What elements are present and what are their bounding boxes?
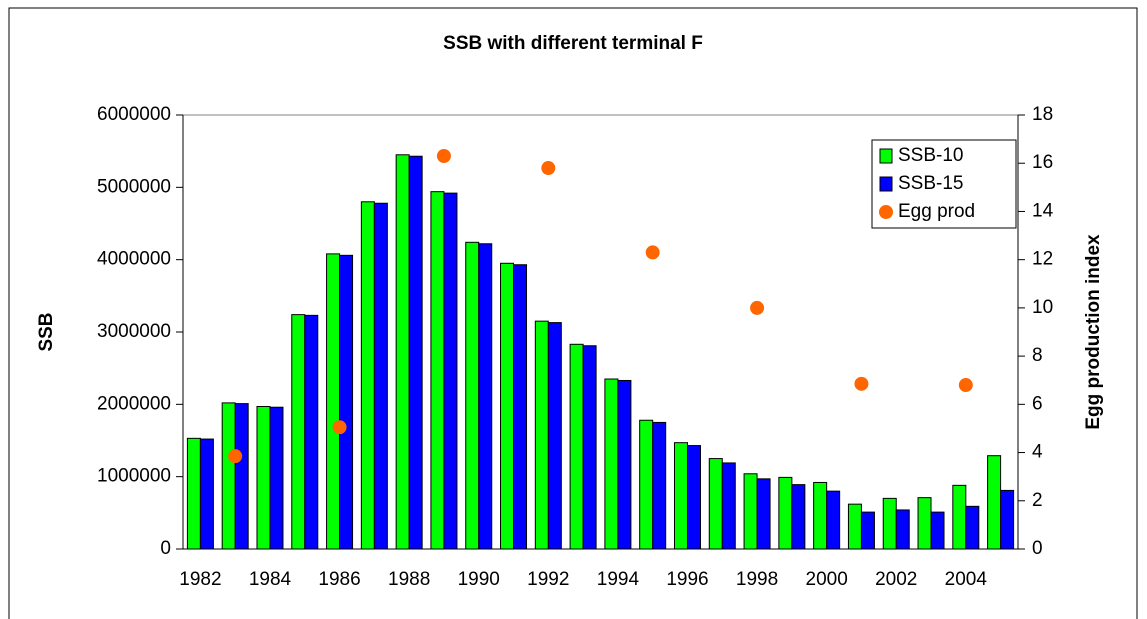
legend-marker [879, 205, 893, 219]
y2-tick-label: 12 [1032, 249, 1053, 270]
bar [756, 478, 771, 550]
y2-tick-label: 16 [1032, 152, 1053, 173]
y2-tick-label: 8 [1032, 345, 1043, 366]
chart-frame [8, 7, 1138, 619]
bar [395, 154, 410, 550]
y2-tick-label: 0 [1032, 538, 1043, 559]
legend [871, 139, 1017, 229]
y-tick-label: 0 [160, 538, 171, 559]
egg-point [854, 376, 869, 391]
bar [1000, 489, 1015, 550]
legend-label: SSB-15 [898, 173, 963, 194]
y2-tick-label: 6 [1032, 393, 1043, 414]
bar [743, 473, 758, 550]
bar [639, 419, 654, 550]
bar [965, 505, 980, 550]
bar [360, 201, 375, 550]
x-tick-label: 1996 [666, 569, 708, 590]
bar [500, 262, 515, 550]
x-tick-label: 2000 [806, 569, 848, 590]
y-tick-label: 1000000 [97, 466, 171, 487]
egg-point [958, 378, 973, 393]
bar [186, 437, 201, 550]
egg-point [228, 449, 243, 464]
bar [686, 445, 701, 550]
bar [826, 490, 841, 550]
legend-label: Egg prod [898, 201, 975, 222]
y-tick-label: 6000000 [97, 104, 171, 125]
y2-tick-label: 4 [1032, 442, 1043, 463]
y-tick-label: 2000000 [97, 393, 171, 414]
bar [547, 322, 562, 550]
y2-tick-label: 14 [1032, 200, 1054, 221]
bar [234, 403, 249, 550]
bar [291, 314, 306, 550]
bar [917, 497, 932, 550]
bar [465, 241, 480, 550]
bar [373, 202, 388, 550]
x-tick-label: 2002 [875, 569, 917, 590]
y2-tick-label: 2 [1032, 490, 1043, 511]
y-axis-label: SSB [36, 312, 57, 351]
x-tick-label: 2004 [945, 569, 988, 590]
bar [813, 481, 828, 550]
egg-point [750, 300, 765, 315]
bar [952, 484, 967, 550]
x-tick-label: 1988 [388, 569, 430, 590]
x-tick-label: 1984 [249, 569, 292, 590]
bar [408, 155, 423, 550]
bar [569, 343, 584, 550]
bar [673, 442, 688, 550]
egg-point [541, 161, 556, 176]
legend-marker [879, 148, 893, 164]
egg-point [436, 148, 451, 163]
bar [930, 511, 945, 550]
y2-tick-label: 10 [1032, 297, 1053, 318]
bar [847, 503, 862, 550]
bar [652, 421, 667, 550]
y-tick-label: 4000000 [97, 249, 171, 270]
bar [443, 192, 458, 550]
chart-title: SSB with different terminal F [443, 33, 703, 54]
y2-axis-label: Egg production index [1083, 234, 1104, 430]
bar [269, 406, 284, 550]
bar [339, 254, 354, 550]
y-tick-label: 3000000 [97, 321, 171, 342]
bar [478, 243, 493, 550]
bar [304, 314, 319, 550]
bar [778, 476, 793, 550]
x-tick-label: 1982 [179, 569, 221, 590]
bar [430, 191, 445, 550]
bar [895, 509, 910, 550]
bar [791, 484, 806, 550]
bar [534, 320, 549, 550]
x-tick-label: 1994 [597, 569, 640, 590]
bar [721, 462, 736, 550]
y2-tick-label: 18 [1032, 104, 1053, 125]
bar [617, 379, 632, 550]
bar [256, 406, 271, 550]
bar [708, 458, 723, 550]
bar [882, 497, 897, 550]
x-tick-label: 1992 [527, 569, 569, 590]
bar [860, 511, 875, 550]
x-tick-label: 1990 [458, 569, 500, 590]
bar [582, 345, 597, 550]
bar [199, 438, 214, 550]
x-tick-label: 1986 [318, 569, 360, 590]
bar [987, 455, 1002, 550]
bar [513, 264, 528, 550]
legend-marker [879, 176, 893, 192]
egg-point [645, 245, 660, 260]
legend-label: SSB-10 [898, 145, 963, 166]
bar [221, 402, 236, 550]
y-tick-label: 5000000 [97, 176, 171, 197]
bar [326, 253, 341, 550]
bar [604, 378, 619, 550]
x-tick-label: 1998 [736, 569, 778, 590]
egg-point [332, 420, 347, 435]
